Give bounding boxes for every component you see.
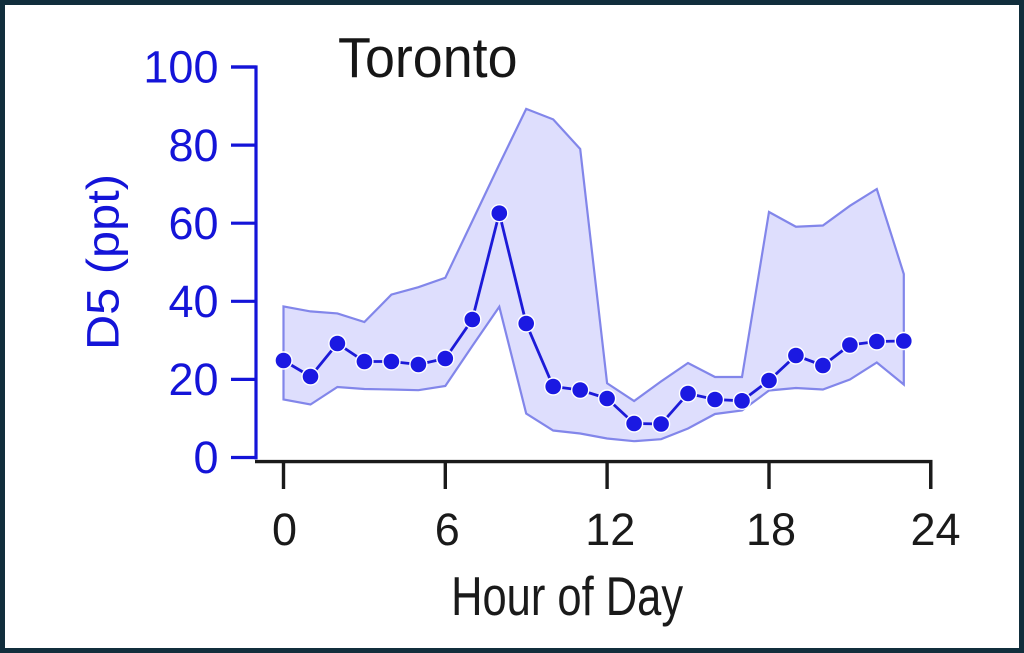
svg-text:20: 20 [168,354,218,405]
svg-text:0: 0 [272,504,297,555]
svg-text:18: 18 [746,504,796,555]
svg-text:0: 0 [193,432,218,483]
svg-text:12: 12 [585,504,635,555]
svg-text:80: 80 [168,120,218,171]
svg-text:100: 100 [143,42,218,93]
svg-text:24: 24 [910,504,960,555]
svg-text:Hour of Day: Hour of Day [451,565,683,627]
svg-text:D5 (ppt): D5 (ppt) [78,174,129,350]
svg-text:Toronto: Toronto [338,26,518,90]
svg-text:6: 6 [435,504,460,555]
svg-text:60: 60 [168,198,218,249]
svg-text:40: 40 [168,276,218,327]
